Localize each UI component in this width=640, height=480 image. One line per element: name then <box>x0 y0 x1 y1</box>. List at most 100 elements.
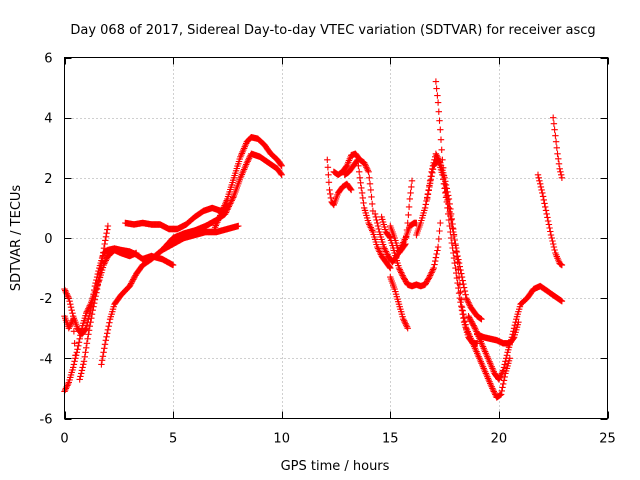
data-point <box>68 319 75 326</box>
data-point <box>75 339 83 346</box>
data-point <box>458 303 465 310</box>
data-point <box>74 346 81 353</box>
data-point <box>64 293 72 300</box>
grid-lines <box>64 57 608 419</box>
series-t1 <box>61 245 177 338</box>
data-point <box>375 246 382 254</box>
data-point <box>96 269 104 277</box>
data-point <box>104 226 111 233</box>
data-point <box>375 225 382 233</box>
data-point <box>552 138 560 145</box>
data-point <box>374 243 381 251</box>
data-point <box>224 204 232 212</box>
data-point <box>467 317 474 324</box>
data-point <box>105 323 112 330</box>
data-point <box>70 328 78 335</box>
data-point <box>453 253 461 260</box>
data-point <box>434 99 442 106</box>
data-point <box>98 361 105 368</box>
data-point <box>383 249 390 257</box>
data-point <box>436 227 443 235</box>
series-t15 <box>387 177 416 257</box>
data-point <box>374 245 382 252</box>
data-point <box>447 216 455 224</box>
data-point <box>99 353 107 360</box>
data-point <box>555 155 562 162</box>
data-point <box>408 183 415 191</box>
data-point <box>133 249 140 257</box>
data-point <box>542 207 550 214</box>
data-point <box>489 386 497 394</box>
y-tick-label: 4 <box>44 112 52 127</box>
data-point <box>387 264 394 272</box>
data-point <box>95 277 102 285</box>
data-point <box>368 225 375 233</box>
data-point <box>91 296 99 303</box>
data-point <box>465 313 472 320</box>
data-point <box>70 364 77 371</box>
data-point <box>85 305 92 312</box>
data-point <box>382 246 389 254</box>
data-point <box>426 273 433 281</box>
data-point <box>78 367 86 374</box>
data-point <box>374 219 381 227</box>
series-t20 <box>474 319 522 347</box>
data-point <box>366 174 373 181</box>
y-axis-label: SDTVAR / TECUs <box>9 185 24 292</box>
data-point <box>128 278 135 286</box>
data-point <box>78 328 85 335</box>
data-point <box>400 317 408 324</box>
data-point <box>434 243 442 251</box>
data-point <box>449 220 456 228</box>
data-point <box>431 261 438 268</box>
data-point <box>427 173 434 180</box>
data-point <box>489 385 496 392</box>
data-point <box>77 373 84 380</box>
data-point <box>496 374 503 382</box>
data-point <box>551 126 558 133</box>
data-point <box>437 219 444 227</box>
data-point <box>129 277 136 284</box>
series-t10 <box>330 150 377 215</box>
data-point <box>538 186 545 194</box>
x-tick-label: 15 <box>382 432 399 447</box>
data-point <box>368 193 375 201</box>
data-point <box>457 288 464 296</box>
data-point <box>450 225 457 233</box>
data-point <box>464 298 471 305</box>
data-point <box>85 327 93 334</box>
data-point <box>377 249 384 257</box>
data-point <box>374 222 382 230</box>
data-point <box>131 273 138 280</box>
data-point <box>399 272 406 279</box>
data-point <box>442 178 449 185</box>
data-point <box>555 160 563 167</box>
data-point <box>98 261 105 269</box>
data-point <box>552 132 559 139</box>
data-point <box>230 194 237 201</box>
data-point <box>366 222 374 230</box>
data-point <box>432 257 439 265</box>
data-point <box>466 315 474 323</box>
data-point <box>433 152 440 159</box>
data-point <box>490 388 497 395</box>
data-point <box>369 200 376 208</box>
data-point <box>65 325 72 332</box>
data-point <box>542 203 549 211</box>
data-point <box>433 85 440 92</box>
data-point <box>462 321 469 328</box>
data-point <box>547 231 555 239</box>
data-point <box>358 184 365 192</box>
data-point <box>361 159 368 166</box>
data-point <box>424 195 431 203</box>
data-point <box>347 185 354 193</box>
data-point <box>398 270 406 278</box>
data-point <box>101 258 109 266</box>
data-point <box>86 302 93 309</box>
data-point <box>99 253 106 260</box>
data-point <box>544 214 551 221</box>
data-point <box>537 180 544 187</box>
x-tick-label: 0 <box>60 432 68 447</box>
data-point <box>403 233 410 241</box>
